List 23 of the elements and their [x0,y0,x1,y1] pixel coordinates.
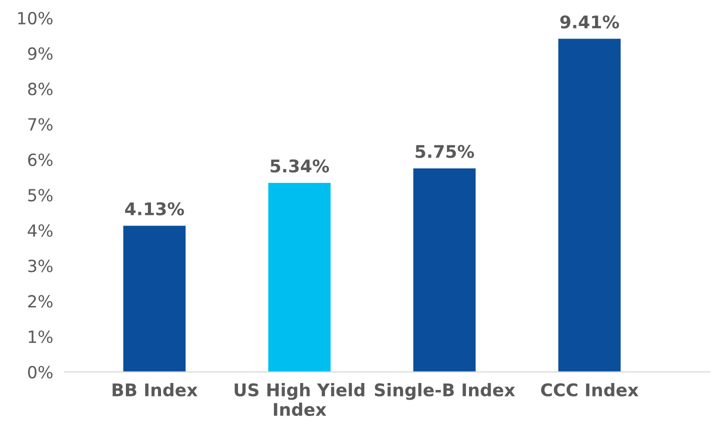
y-tick-label: 10% [18,12,52,24]
x-tick-label: US High Yield Index [234,383,364,416]
bar [558,38,621,372]
x-tick-label: CCC Index [541,383,638,396]
bar [123,226,186,372]
y-tick-label: 8% [28,82,52,96]
data-label: 5.34% [270,159,330,173]
data-label: 9.41% [560,15,620,28]
data-label: 4.13% [125,202,184,216]
x-tick-label: Single-B Index [374,383,516,400]
x-tick-label: BB Index [112,383,198,396]
y-tick-label: 4% [28,224,52,237]
y-tick-label: 1% [28,330,52,344]
y-tick-label: 2% [28,295,52,308]
y-tick-label: 0% [28,366,52,378]
y-tick-label: 6% [28,153,52,166]
y-tick-label: 7% [28,118,52,131]
y-tick-label: 3% [28,260,52,272]
y-tick-label: 9% [28,47,52,60]
y-tick-label: 5% [28,188,52,202]
bar [413,168,476,372]
data-label: 5.75% [416,144,474,158]
bar [268,182,331,372]
